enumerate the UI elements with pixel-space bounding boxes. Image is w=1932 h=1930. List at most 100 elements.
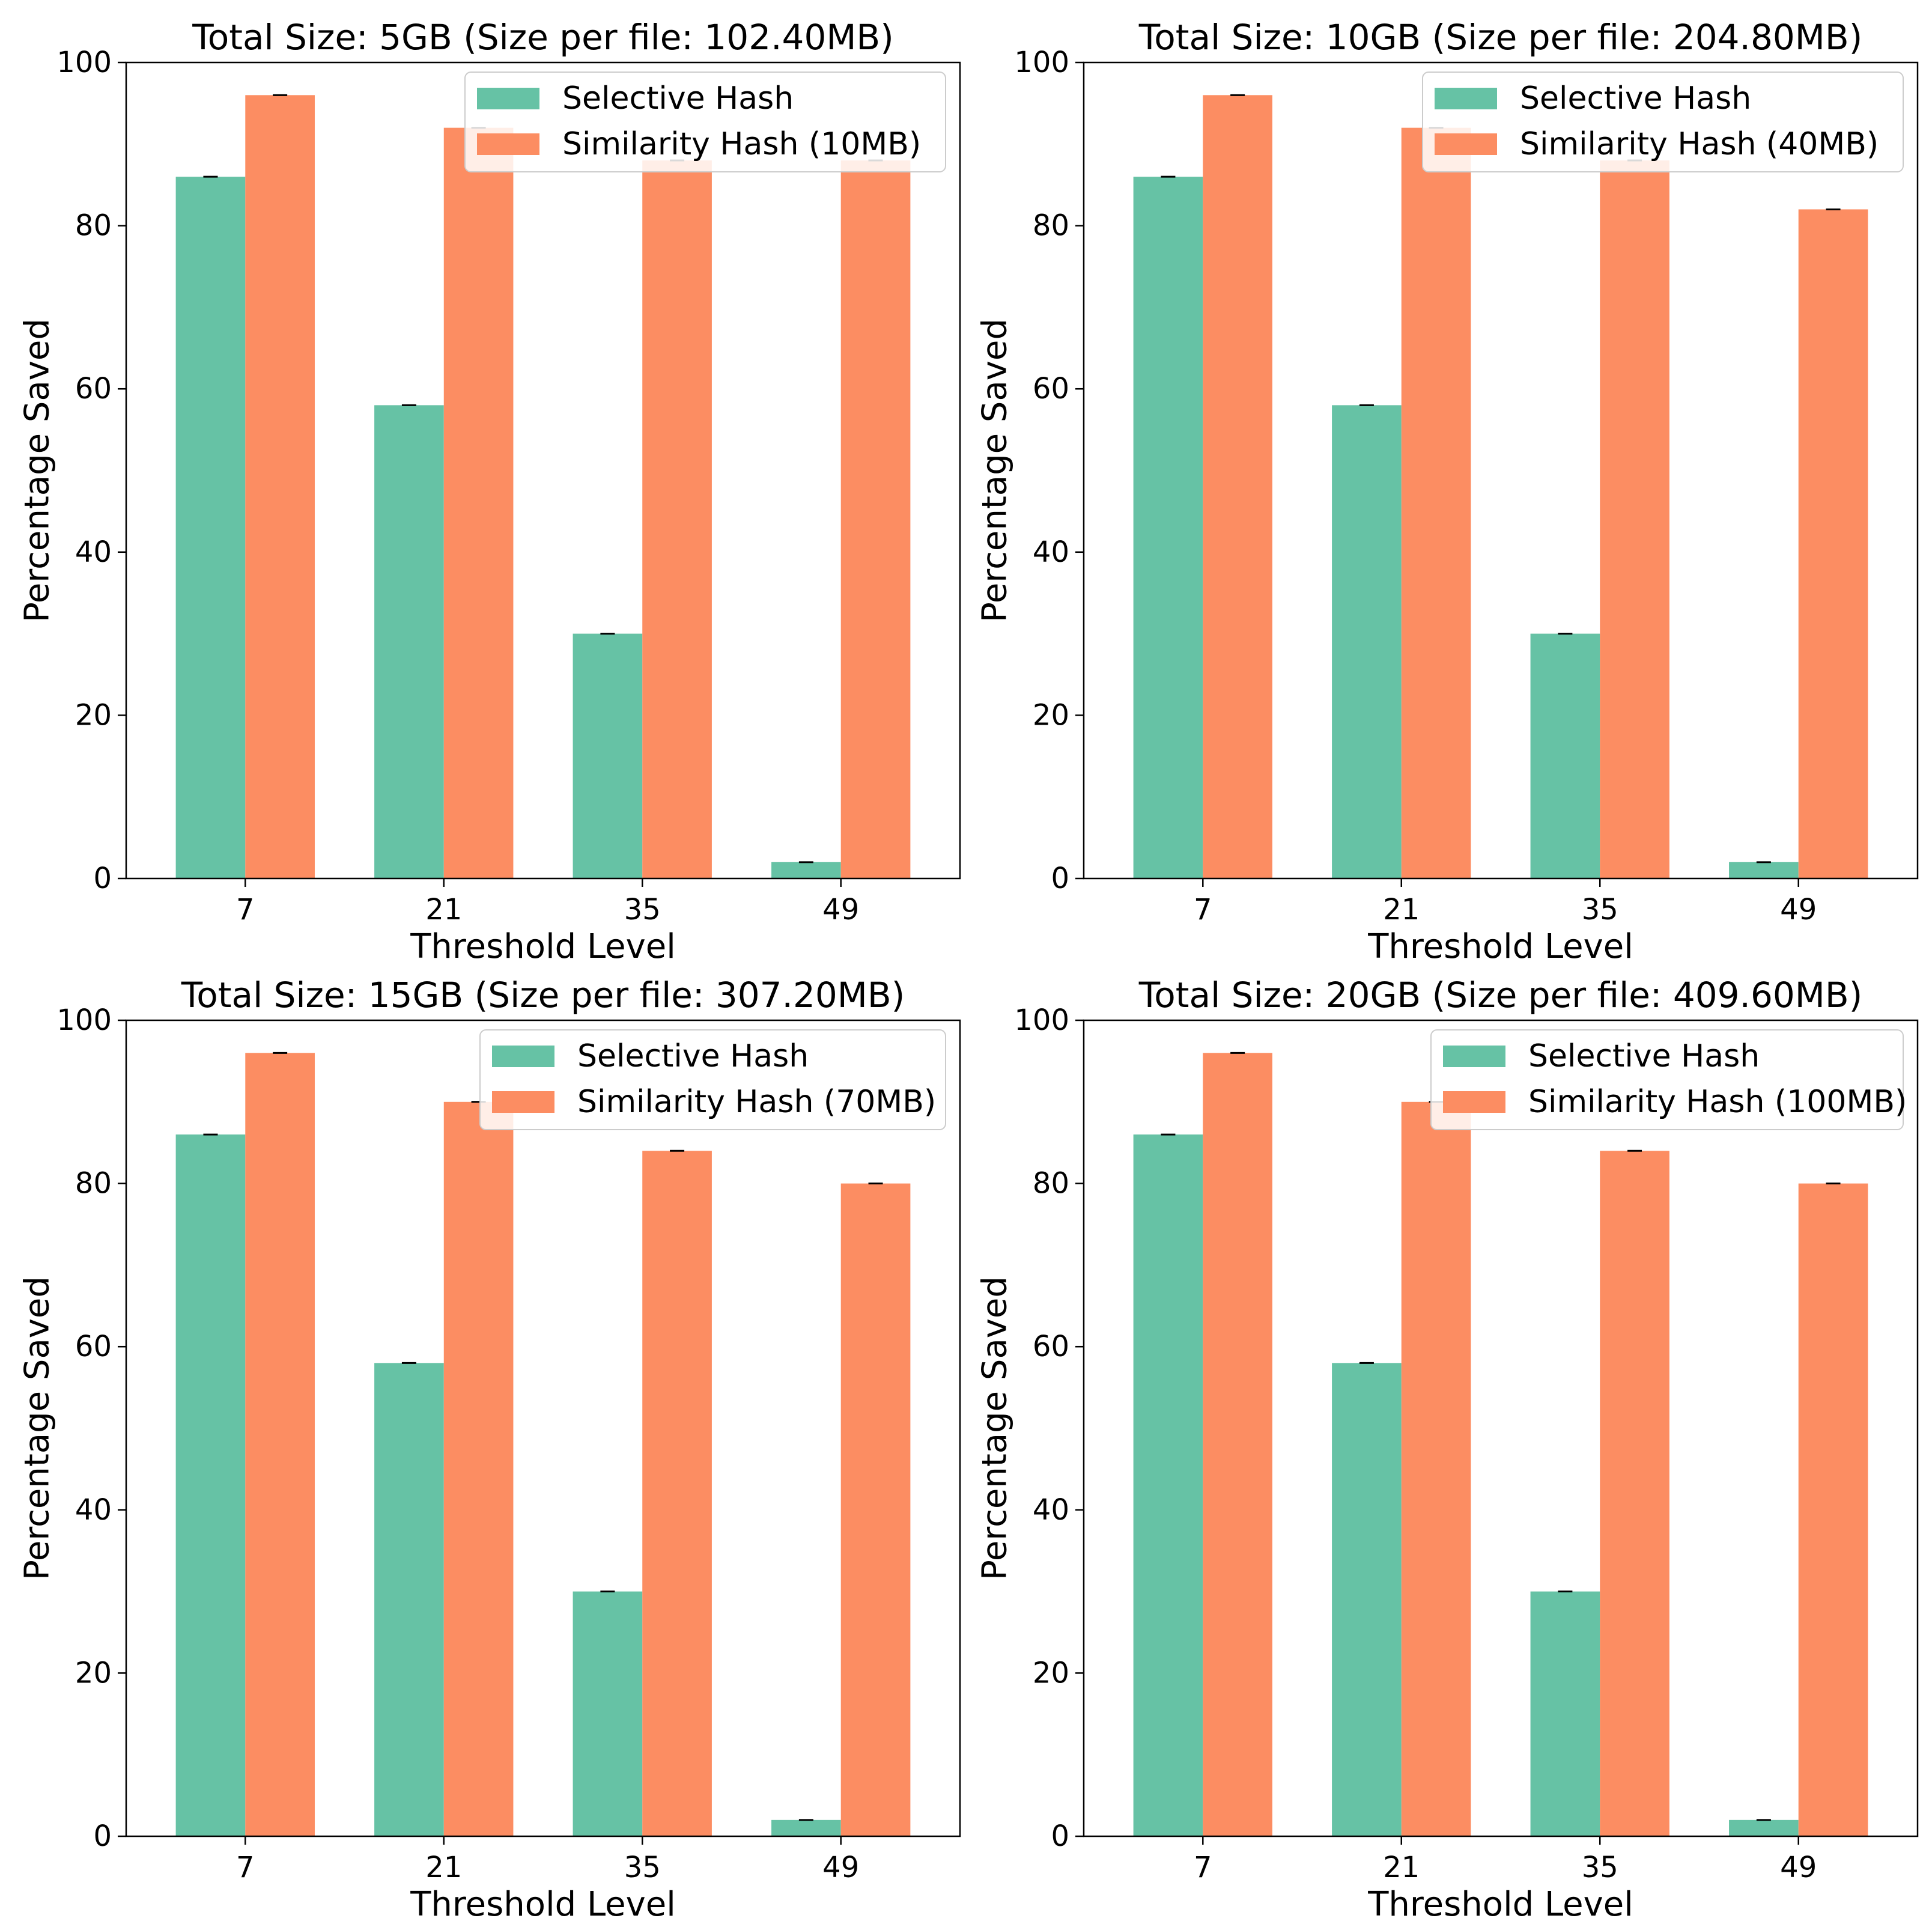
bar-selective-21 <box>374 1363 444 1836</box>
chart-title: Total Size: 10GB (Size per file: 204.80M… <box>1138 17 1863 58</box>
bar-selective-49 <box>771 862 841 878</box>
bar-selective-7 <box>1133 1134 1203 1836</box>
legend-label-similarity: Similarity Hash (70MB) <box>577 1084 936 1120</box>
legend-swatch-selective <box>1443 1046 1505 1067</box>
y-tick-label: 60 <box>1033 372 1069 406</box>
legend-swatch-similarity <box>1435 133 1497 155</box>
legend-label-similarity: Similarity Hash (100MB) <box>1528 1084 1907 1120</box>
y-tick-label: 80 <box>1033 209 1069 243</box>
x-tick-label: 21 <box>1383 893 1420 927</box>
bar-selective-21 <box>1332 1363 1402 1836</box>
bar-similarity-49 <box>840 160 911 879</box>
bar-similarity-21 <box>1401 127 1471 878</box>
x-tick-label: 35 <box>624 893 661 927</box>
bar-selective-49 <box>771 1819 841 1836</box>
x-tick-label: 49 <box>822 1851 859 1884</box>
bar-selective-35 <box>1530 633 1600 878</box>
x-tick-label: 49 <box>822 893 859 927</box>
bar-selective-35 <box>573 633 643 878</box>
y-tick-label: 100 <box>56 1003 112 1037</box>
legend-label-selective: Selective Hash <box>1520 81 1751 117</box>
y-tick-label: 40 <box>1033 1493 1069 1527</box>
bar-similarity-35 <box>642 160 712 879</box>
x-tick-label: 7 <box>1194 1851 1212 1884</box>
legend-swatch-selective <box>492 1046 554 1067</box>
x-axis-label: Threshold Level <box>1367 1885 1633 1924</box>
bar-selective-21 <box>1332 405 1402 878</box>
y-tick-label: 60 <box>75 372 112 406</box>
legend-box <box>1422 72 1904 172</box>
y-tick-label: 100 <box>1014 46 1069 79</box>
axes-frame <box>125 61 961 880</box>
y-tick-label: 80 <box>75 209 112 243</box>
legend-swatch-selective <box>1435 88 1497 109</box>
legend: Selective Hash Similarity Hash (70MB) <box>479 1029 946 1130</box>
bar-similarity-7 <box>245 1053 315 1836</box>
legend-label-selective: Selective Hash <box>577 1038 809 1074</box>
y-tick-label: 0 <box>1051 862 1069 895</box>
y-tick-label: 20 <box>75 698 112 732</box>
legend: Selective Hash Similarity Hash (10MB) <box>464 72 946 172</box>
legend: Selective Hash Similarity Hash (100MB) <box>1430 1029 1907 1130</box>
y-tick-label: 60 <box>1033 1330 1069 1363</box>
y-tick-label: 20 <box>75 1656 112 1690</box>
y-tick-label: 40 <box>75 535 112 569</box>
axes-frame <box>1083 61 1919 880</box>
y-tick-label: 40 <box>75 1493 112 1527</box>
legend-swatch-similarity <box>477 133 539 155</box>
y-axis-label: Percentage Saved <box>976 318 1015 623</box>
bar-similarity-7 <box>245 95 315 878</box>
bar-similarity-35 <box>1600 1151 1669 1836</box>
chart-title: Total Size: 5GB (Size per file: 102.40MB… <box>192 17 894 58</box>
bar-similarity-7 <box>1203 1053 1272 1836</box>
y-tick-label: 20 <box>1033 1656 1069 1690</box>
chart-panel-2: 0 20 40 60 80 100 7 21 35 49 Total Size: 10GB (Siz… <box>976 17 1919 966</box>
y-tick-label: 60 <box>75 1330 112 1363</box>
y-axis-label: Percentage Saved <box>18 318 57 623</box>
legend-box <box>1430 1029 1904 1130</box>
y-tick-label: 0 <box>93 862 112 895</box>
legend: Selective Hash Similarity Hash (40MB) <box>1422 72 1904 172</box>
legend-swatch-similarity <box>492 1091 554 1113</box>
legend-box <box>464 72 946 172</box>
x-tick-label: 21 <box>425 1851 462 1884</box>
bar-selective-7 <box>175 177 246 878</box>
chart-panel-1: 0 20 40 60 80 100 7 21 35 49 Total Size: 5GB (Size… <box>18 17 961 966</box>
bar-similarity-21 <box>443 1101 514 1836</box>
y-tick-label: 40 <box>1033 535 1069 569</box>
x-axis-label: Threshold Level <box>410 927 676 966</box>
y-tick-label: 0 <box>93 1819 112 1853</box>
legend-label-similarity: Similarity Hash (40MB) <box>1520 126 1879 162</box>
x-tick-label: 35 <box>624 1851 661 1884</box>
axes-frame <box>125 1019 961 1837</box>
legend-swatch-similarity <box>1443 1091 1505 1113</box>
x-tick-label: 49 <box>1780 893 1817 927</box>
y-tick-label: 20 <box>1033 698 1069 732</box>
y-tick-label: 0 <box>1051 1819 1069 1853</box>
bar-selective-35 <box>1530 1591 1600 1836</box>
x-tick-label: 49 <box>1780 1851 1817 1884</box>
bar-similarity-35 <box>1600 160 1669 879</box>
bar-selective-35 <box>573 1591 643 1836</box>
bar-selective-21 <box>374 405 444 878</box>
axes-frame <box>1083 1019 1919 1837</box>
chart-title: Total Size: 15GB (Size per file: 307.20M… <box>181 975 905 1015</box>
bar-similarity-7 <box>1203 95 1272 878</box>
legend-label-selective: Selective Hash <box>1528 1038 1760 1074</box>
chart-title: Total Size: 20GB (Size per file: 409.60M… <box>1138 975 1863 1015</box>
legend-label-selective: Selective Hash <box>562 81 794 117</box>
x-tick-label: 7 <box>236 893 255 927</box>
x-tick-label: 21 <box>425 893 462 927</box>
y-axis-label: Percentage Saved <box>18 1276 57 1580</box>
bar-selective-49 <box>1729 862 1799 878</box>
chart-panel-4: 0 20 40 60 80 100 7 21 35 49 Total Size: 20GB (Siz… <box>976 975 1919 1924</box>
y-tick-label: 100 <box>56 46 112 79</box>
y-tick-label: 100 <box>1014 1003 1069 1037</box>
legend-box <box>479 1029 946 1130</box>
x-tick-label: 7 <box>236 1851 255 1884</box>
bar-similarity-35 <box>642 1151 712 1836</box>
bar-similarity-21 <box>443 127 514 878</box>
x-axis-label: Threshold Level <box>410 1885 676 1924</box>
bar-similarity-49 <box>1798 209 1868 879</box>
